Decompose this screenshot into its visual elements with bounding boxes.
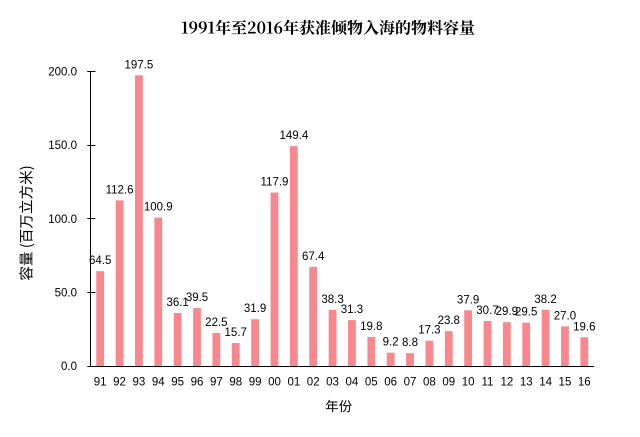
svg-text:14: 14 (539, 377, 552, 389)
svg-text:30.7: 30.7 (476, 305, 498, 317)
svg-text:39.5: 39.5 (186, 292, 208, 304)
svg-text:38.2: 38.2 (534, 294, 556, 306)
svg-text:97: 97 (210, 377, 223, 389)
svg-text:11: 11 (482, 377, 494, 389)
svg-text:112.6: 112.6 (106, 184, 134, 196)
svg-text:02: 02 (307, 377, 320, 389)
svg-text:08: 08 (423, 377, 436, 389)
svg-text:04: 04 (346, 377, 359, 389)
svg-text:16: 16 (578, 377, 591, 389)
svg-text:27.0: 27.0 (554, 310, 576, 322)
svg-text:05: 05 (365, 377, 378, 389)
svg-text:96: 96 (191, 377, 204, 389)
svg-text:117.9: 117.9 (261, 177, 289, 189)
svg-text:93: 93 (133, 377, 146, 389)
svg-text:10: 10 (462, 377, 475, 389)
svg-text:100.9: 100.9 (144, 202, 173, 214)
svg-text:31.3: 31.3 (341, 304, 363, 316)
svg-text:31.9: 31.9 (244, 303, 266, 315)
svg-text:09: 09 (442, 377, 455, 389)
svg-text:29.5: 29.5 (515, 307, 537, 319)
svg-text:06: 06 (384, 377, 397, 389)
svg-text:19.8: 19.8 (360, 321, 382, 333)
svg-text:22.5: 22.5 (205, 317, 227, 329)
svg-text:149.4: 149.4 (279, 130, 308, 142)
svg-text:98: 98 (229, 377, 242, 389)
svg-text:17.3: 17.3 (418, 325, 440, 337)
svg-text:23.8: 23.8 (438, 315, 460, 327)
svg-text:9.2: 9.2 (383, 337, 399, 349)
svg-text:37.9: 37.9 (457, 294, 479, 306)
svg-text:150.0: 150.0 (48, 140, 77, 152)
svg-text:91: 91 (94, 377, 107, 389)
svg-text:36.1: 36.1 (166, 297, 188, 309)
svg-text:15: 15 (559, 377, 572, 389)
svg-text:00: 00 (268, 377, 281, 389)
svg-text:0.0: 0.0 (61, 361, 77, 373)
svg-text:95: 95 (171, 377, 184, 389)
svg-text:50.0: 50.0 (55, 287, 77, 299)
svg-text:64.5: 64.5 (89, 255, 111, 267)
svg-text:92: 92 (113, 377, 126, 389)
svg-text:197.5: 197.5 (125, 59, 154, 71)
svg-text:19.6: 19.6 (573, 321, 595, 333)
svg-text:03: 03 (326, 377, 339, 389)
svg-text:13: 13 (520, 377, 533, 389)
svg-text:99: 99 (249, 377, 262, 389)
svg-text:38.3: 38.3 (321, 294, 343, 306)
svg-text:8.8: 8.8 (402, 337, 418, 349)
svg-text:94: 94 (152, 377, 165, 389)
svg-text:200.0: 200.0 (48, 67, 77, 79)
svg-text:12: 12 (500, 377, 513, 389)
svg-text:07: 07 (404, 377, 417, 389)
svg-text:100.0: 100.0 (48, 214, 77, 226)
svg-text:67.4: 67.4 (302, 251, 325, 263)
svg-text:01: 01 (287, 377, 300, 389)
svg-text:15.7: 15.7 (225, 327, 247, 339)
svg-text:29.9: 29.9 (496, 306, 518, 318)
